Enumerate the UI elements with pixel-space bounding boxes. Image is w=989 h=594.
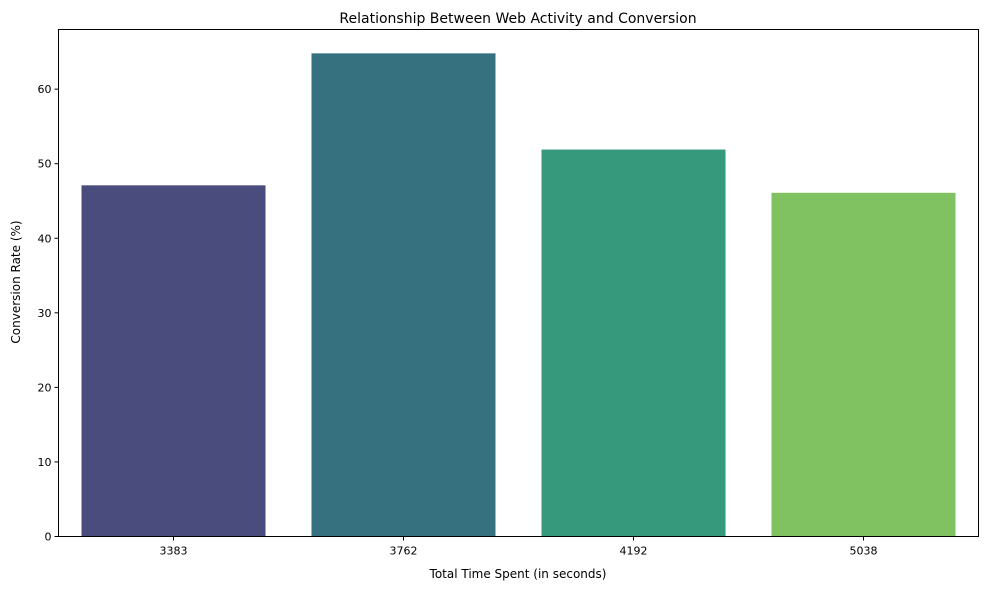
y-tick-label: 40 xyxy=(38,232,52,245)
x-tick-label: 4192 xyxy=(620,545,648,558)
chart-title: Relationship Between Web Activity and Co… xyxy=(339,11,696,27)
y-tick-label: 0 xyxy=(45,531,52,544)
bar-4192 xyxy=(541,149,726,537)
y-tick-label: 30 xyxy=(38,307,52,320)
y-tick-label: 60 xyxy=(38,83,52,96)
bar-3762 xyxy=(311,53,496,537)
y-axis: 0 10 20 30 40 50 60 xyxy=(38,83,59,544)
y-tick-label: 10 xyxy=(38,456,52,469)
x-axis-label: Total Time Spent (in seconds) xyxy=(429,567,607,581)
x-tick-label: 5038 xyxy=(850,545,878,558)
y-tick-label: 20 xyxy=(38,381,52,394)
x-tick-label: 3383 xyxy=(160,545,188,558)
y-axis-label: Conversion Rate (%) xyxy=(9,220,23,343)
plot-frame xyxy=(58,29,979,537)
y-tick-label: 50 xyxy=(38,158,52,171)
x-tick-label: 3762 xyxy=(390,545,418,558)
x-axis: 3383 3762 4192 5038 xyxy=(160,536,878,558)
bar-3383 xyxy=(81,185,266,537)
bar-5038 xyxy=(771,192,956,537)
bars-group xyxy=(81,53,956,537)
